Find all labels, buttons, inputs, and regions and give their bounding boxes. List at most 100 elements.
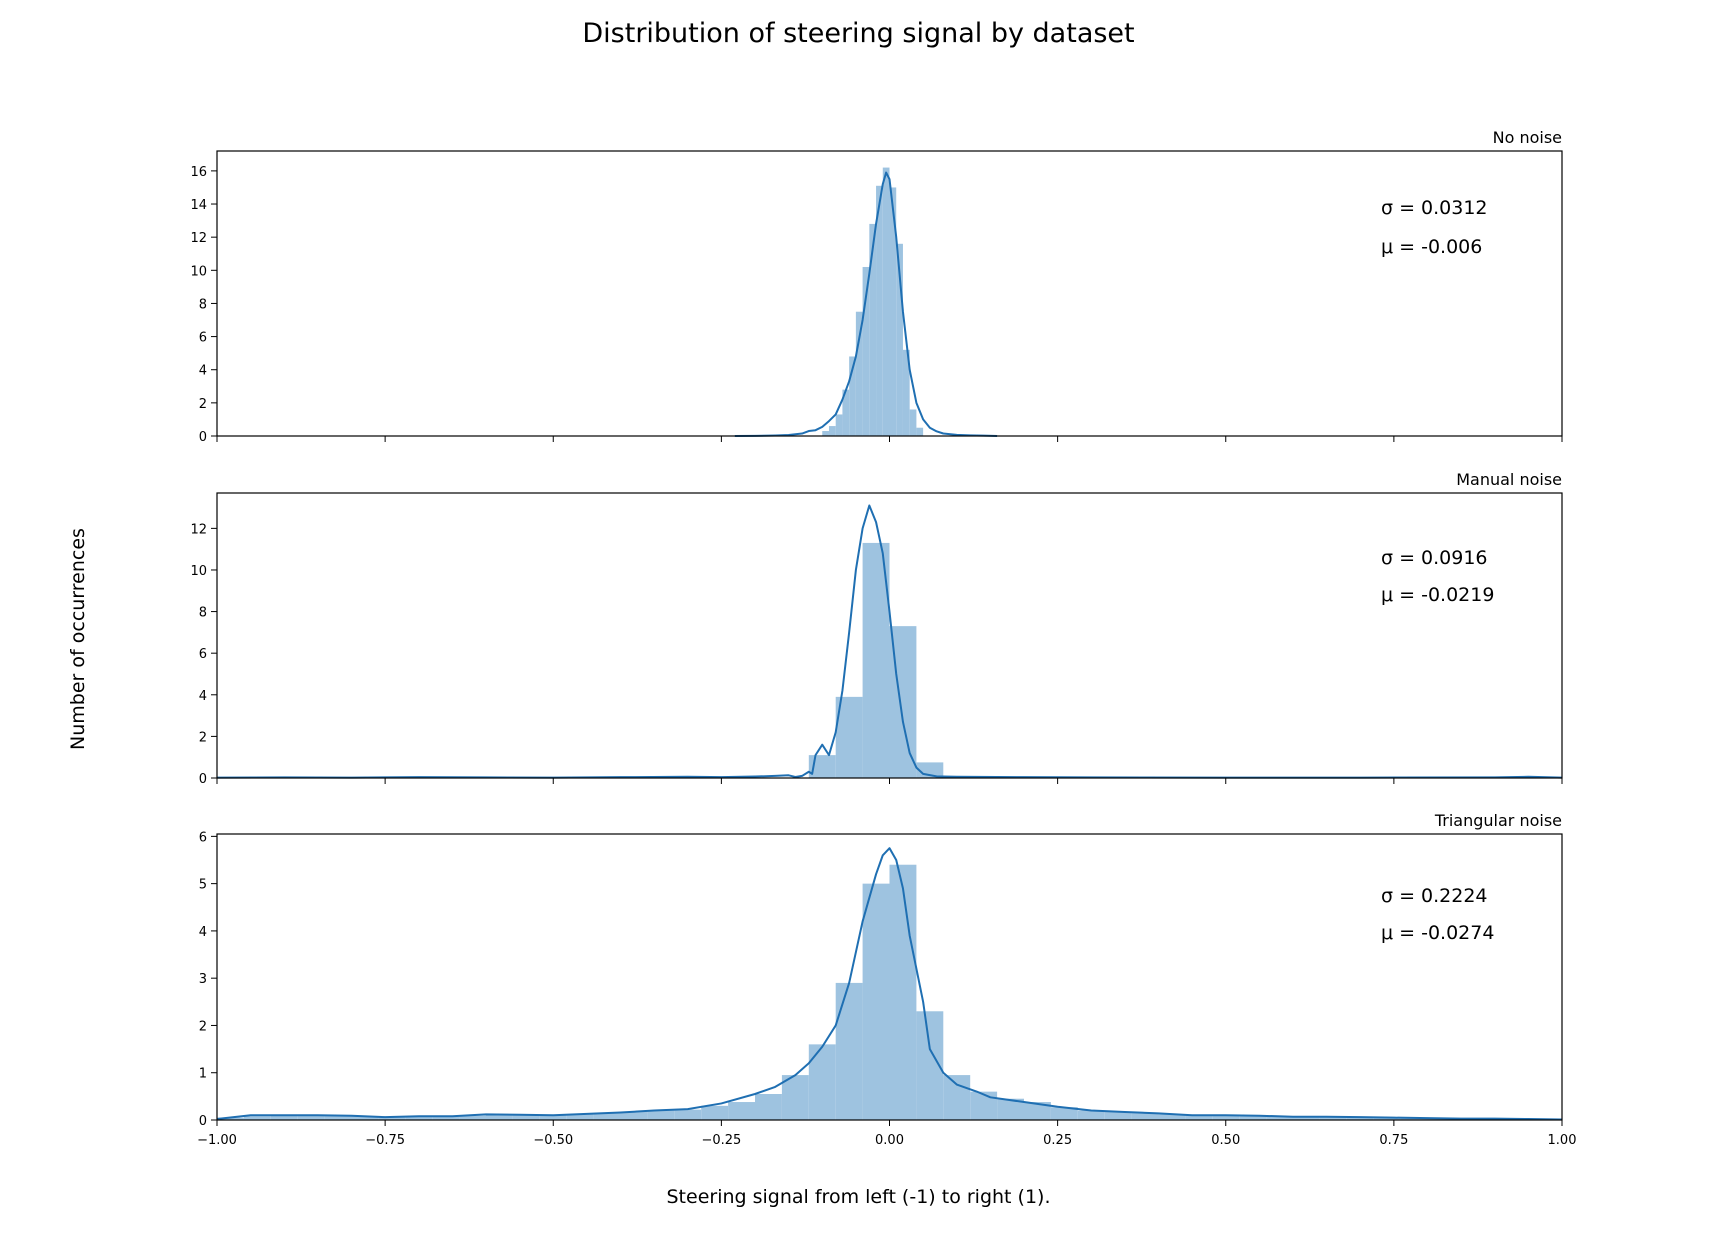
histogram-bar [781, 1075, 809, 1120]
subplot-title: Manual noise [1456, 470, 1562, 489]
y-tick-label: 10 [190, 264, 207, 279]
histogram-bar [849, 356, 856, 436]
y-tick-label: 4 [199, 925, 207, 940]
histogram-bar [862, 266, 870, 436]
histogram-bar [270, 1115, 298, 1120]
subplot-1: 0 2 4 6 8 10 12 14 16 No noise σ = 0.0312 μ = -0.00… [190, 128, 1563, 445]
x-tick-label: 1.00 [1548, 1133, 1577, 1148]
y-tick-label: 0 [199, 430, 207, 445]
y-tick-label: 3 [199, 972, 207, 987]
histogram-bar [1293, 1116, 1320, 1120]
histogram-bar [324, 1115, 352, 1120]
histogram-bar [835, 982, 863, 1120]
y-tick-label: 6 [199, 830, 207, 845]
y-tick-label: 12 [190, 231, 207, 246]
y-tick-label: 2 [199, 397, 207, 412]
histogram-bar [896, 243, 903, 436]
kde-line [216, 847, 1563, 1121]
histogram-bar [728, 1102, 755, 1120]
sigma-annotation: σ = 0.0916 [1381, 547, 1488, 569]
y-tick-label: 10 [190, 564, 207, 579]
histogram-bar [432, 1116, 460, 1120]
histogram-bar [808, 755, 836, 778]
y-tick-label: 4 [199, 689, 207, 704]
subplot-title: Triangular noise [1434, 811, 1562, 830]
mu-annotation: μ = -0.0274 [1381, 922, 1494, 944]
histogram-bar [862, 883, 890, 1120]
sigma-annotation: σ = 0.0312 [1381, 197, 1488, 219]
y-tick-label: 4 [199, 364, 207, 379]
figure-title: Distribution of steering signal by datas… [582, 18, 1135, 49]
histogram-bar [701, 1105, 729, 1120]
y-tick-label: 1 [199, 1067, 207, 1082]
x-axis-label: Steering signal from left (-1) to right … [666, 1186, 1051, 1208]
histogram-bar [822, 431, 829, 436]
histogram-bar [1212, 1115, 1240, 1120]
y-tick-label: 6 [199, 647, 207, 662]
mu-annotation: μ = -0.006 [1381, 236, 1482, 258]
histogram-bar [1158, 1114, 1186, 1120]
x-tick-label: 0.25 [1043, 1133, 1072, 1148]
subplot-title: No noise [1493, 128, 1562, 147]
x-tick-label: −0.75 [365, 1133, 405, 1148]
histogram-bar [828, 426, 836, 436]
histogram-bar [593, 1112, 621, 1120]
histogram-bar [351, 1116, 379, 1120]
histogram-bar [512, 1115, 540, 1120]
histogram-bar [902, 349, 910, 436]
histogram-bar [1050, 1107, 1078, 1120]
histogram-bar [486, 1114, 513, 1120]
histogram-bar [459, 1115, 486, 1120]
y-tick-label: 2 [199, 1019, 207, 1034]
histogram-bar [889, 187, 897, 436]
histogram-bar [1373, 1117, 1401, 1120]
y-tick-label: 5 [199, 878, 207, 893]
kde-line [216, 504, 1563, 779]
y-tick-label: 8 [199, 297, 207, 312]
histogram-bar [297, 1115, 325, 1120]
histogram-bar [943, 1075, 971, 1120]
kde-line [734, 171, 998, 437]
subplot-2: 0 2 4 6 8 10 12 Manual noise σ = 0.0916 μ = -0.02… [190, 470, 1563, 787]
histogram-bar [909, 409, 917, 436]
histogram-bar [1185, 1115, 1213, 1120]
histogram-bar [1104, 1111, 1132, 1120]
histogram-bar [539, 1114, 567, 1120]
histogram-bar [855, 311, 863, 436]
histogram-bar [835, 414, 843, 436]
histogram-bar [889, 864, 917, 1120]
histogram-bar [755, 1094, 782, 1120]
histogram-bar [566, 1114, 594, 1120]
histogram-bar [1319, 1116, 1347, 1120]
histogram-bar [916, 427, 924, 436]
histogram-bar [378, 1116, 406, 1120]
mu-annotation: μ = -0.0219 [1381, 584, 1494, 606]
histogram-bar [217, 1117, 244, 1120]
sigma-annotation: σ = 0.2224 [1381, 885, 1488, 907]
histogram-bar [674, 1109, 702, 1120]
y-tick-label: 8 [199, 606, 207, 621]
histogram-bar [970, 1091, 998, 1120]
histogram-bar [1239, 1116, 1267, 1120]
histogram-bar [882, 167, 890, 436]
y-tick-label: 16 [190, 165, 207, 180]
x-tick-label: −0.25 [701, 1133, 741, 1148]
y-tick-label: 6 [199, 331, 207, 346]
histogram-bar [997, 1098, 1024, 1120]
histogram-bar [405, 1116, 433, 1120]
histogram-bar [808, 1044, 836, 1120]
histogram-bar [1024, 1102, 1051, 1120]
y-tick-label: 0 [199, 772, 207, 787]
y-tick-label: 14 [190, 198, 207, 213]
y-tick-label: 2 [199, 730, 207, 745]
histogram-bar [1131, 1112, 1159, 1120]
histogram-bar [647, 1110, 675, 1120]
y-tick-label: 0 [199, 1114, 207, 1129]
histogram-bar [1266, 1116, 1293, 1120]
histogram-bar [243, 1116, 271, 1120]
histogram-bar [620, 1111, 648, 1120]
histogram-bar [1346, 1117, 1374, 1120]
x-tick-label: 0.50 [1211, 1133, 1240, 1148]
